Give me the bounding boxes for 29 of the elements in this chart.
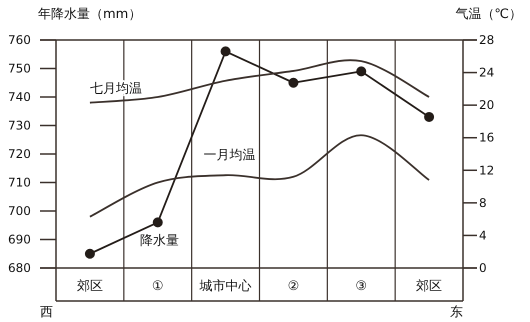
y-tick-label: 710 (8, 176, 31, 190)
x-tick-label: 城市中心 (198, 278, 252, 294)
y-axis-title: 年降水量（mm） (38, 7, 142, 22)
y2-tick-label: 8 (479, 196, 487, 210)
y2-axis-title: 气温（℃） (455, 7, 522, 22)
y2-tick-label: 24 (479, 66, 494, 80)
x-tick-label: ② (288, 279, 300, 294)
y2-tick-label: 20 (479, 98, 494, 112)
y-tick-label: 720 (8, 147, 31, 161)
series-label: 降水量 (140, 233, 179, 248)
y2-tick-label: 16 (479, 130, 494, 145)
y2-tick-label: 12 (479, 163, 494, 178)
x-tick-label: 郊区 (416, 279, 442, 294)
y2-tick-label: 4 (479, 228, 487, 242)
y-tick-label: 740 (8, 90, 31, 104)
x-tick-label: ① (152, 279, 164, 294)
y2-tick-label: 28 (479, 33, 494, 47)
y-tick-label: 750 (8, 62, 31, 76)
series-label: 一月均温 (204, 148, 256, 164)
text: 西 (40, 305, 53, 320)
y-tick-label: 700 (8, 204, 31, 218)
y-tick-label: 730 (8, 118, 31, 132)
y-tick-label: 690 (8, 232, 31, 246)
y-tick-label: 760 (8, 33, 31, 47)
x-tick-label: 郊区 (76, 279, 103, 294)
x-tick-label: ③ (355, 279, 368, 294)
y2-tick-label: 0 (479, 261, 487, 275)
text: 东 (450, 305, 463, 320)
y-tick-label: 680 (8, 261, 31, 275)
